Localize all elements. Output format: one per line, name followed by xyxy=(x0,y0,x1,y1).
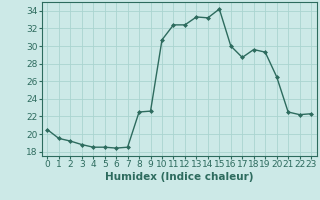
X-axis label: Humidex (Indice chaleur): Humidex (Indice chaleur) xyxy=(105,172,253,182)
